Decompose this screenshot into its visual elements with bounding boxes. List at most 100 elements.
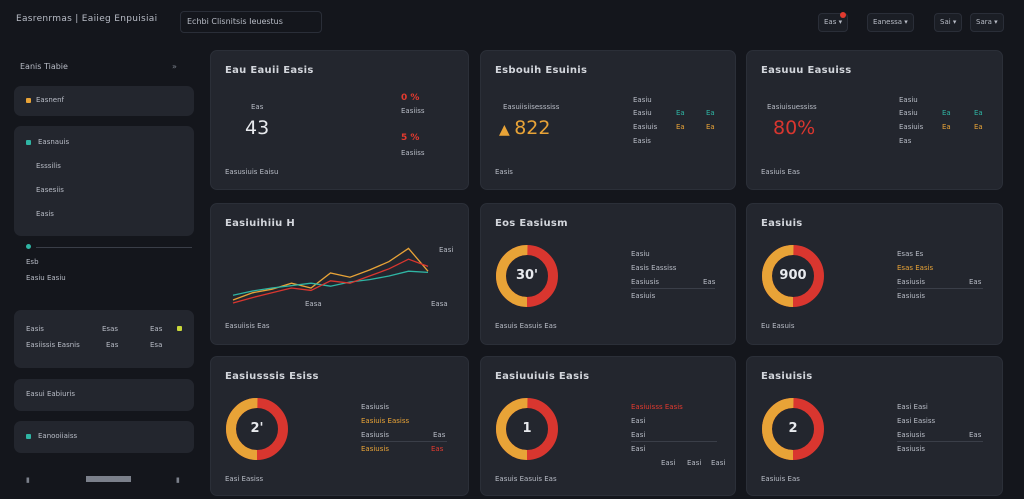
row-3-val2: Ea bbox=[706, 123, 715, 131]
legend-3: Easiusis bbox=[361, 431, 389, 439]
card-donut-1: Eos Easiusm 30' Easiu Easis Eassiss Easi… bbox=[480, 203, 736, 345]
notifications-button[interactable]: Eas ▾ bbox=[818, 13, 849, 32]
tag-2: Easi bbox=[687, 459, 702, 467]
workspace-button[interactable]: Eanessa ▾ bbox=[867, 13, 914, 32]
notification-badge bbox=[840, 12, 846, 18]
donut-value: 2' bbox=[250, 421, 264, 436]
legend-3-val: Eas bbox=[969, 431, 982, 439]
top-bar: Easrenrmas | Eaiieg Enpuisiai Echbi Clis… bbox=[0, 0, 1024, 44]
card-footer[interactable]: Easusiuis Eaisu bbox=[225, 168, 279, 176]
legend-1: Easiusis bbox=[361, 403, 389, 411]
tag-3: Easi bbox=[711, 459, 726, 467]
donut-chart[interactable] bbox=[495, 397, 559, 461]
row-2: Easiu bbox=[899, 109, 918, 117]
row1-col3: Eas bbox=[150, 325, 163, 333]
row-1: Easiu bbox=[633, 96, 652, 104]
sidebar-item-2[interactable]: Esssilis bbox=[36, 162, 61, 170]
legend-2: Easi Easiss bbox=[897, 417, 936, 425]
card-title: Easuuu Easuiss bbox=[761, 65, 852, 76]
footer-mark: Eanaunsmsnnaias bbox=[86, 476, 132, 482]
legend-2: Easi bbox=[631, 417, 646, 425]
card-footer[interactable]: Easi Easiss bbox=[225, 475, 264, 483]
legend-4: Easiusis bbox=[897, 445, 925, 453]
metric-value: ▲ 822 bbox=[499, 117, 551, 139]
divider bbox=[897, 441, 983, 442]
legend-3-val: Eas bbox=[969, 278, 982, 286]
search-box[interactable]: Echbi Clisnitsis Ieuestus bbox=[180, 11, 322, 33]
card-stats: Esbouih Esuinis Easuiisiisesssiss ▲ 822 … bbox=[480, 50, 736, 190]
footer-toggle-icon[interactable]: ▮ bbox=[176, 476, 180, 484]
grid-icon bbox=[26, 140, 31, 145]
metric-label: Eas bbox=[251, 103, 264, 111]
card-title: Eos Easiusm bbox=[495, 218, 568, 229]
row2-col1: Easiissis Easnis bbox=[26, 341, 80, 349]
donut-chart[interactable] bbox=[225, 397, 289, 461]
card-title: Easiuihiiu H bbox=[225, 218, 296, 229]
sidebar-item-1[interactable]: Easnauis bbox=[38, 138, 70, 146]
row-3: Easiuis bbox=[899, 123, 924, 131]
legend-4: Easiuis bbox=[631, 292, 656, 300]
sidebar-nav-group: Easnauis Esssilis Easesiis Easis bbox=[14, 126, 194, 236]
footer-icon: ▮ bbox=[26, 476, 30, 484]
donut-value: 2 bbox=[788, 421, 798, 436]
row-2-val: Ea bbox=[942, 109, 951, 117]
donut-chart[interactable] bbox=[495, 244, 559, 308]
series-line-red bbox=[232, 258, 429, 304]
series-line-orange bbox=[232, 247, 429, 301]
row2-col2: Eas bbox=[106, 341, 119, 349]
sidebar-item-4[interactable]: Easis bbox=[36, 210, 54, 218]
card-donut-5: Easiuisis 2 Easi Easi Easi Easiss Easius… bbox=[746, 356, 1003, 496]
row-3-val: Ea bbox=[942, 123, 951, 131]
card-title: Eau Eauii Easis bbox=[225, 65, 314, 76]
legend-3: Easiusis bbox=[897, 431, 925, 439]
donut-chart[interactable] bbox=[761, 397, 825, 461]
divider bbox=[631, 441, 717, 442]
line-chart[interactable] bbox=[231, 240, 456, 310]
card-footer[interactable]: Easuis Easuis Eas bbox=[495, 322, 557, 330]
card-footer[interactable]: Easuiisis Eas bbox=[225, 322, 270, 330]
sidebar-panel-a[interactable]: Easui Eabiuris bbox=[14, 379, 194, 411]
card-line-chart: Easiuihiiu H Easa Easa Easi Easuiisis Ea… bbox=[210, 203, 469, 345]
card-title: Easiuisis bbox=[761, 371, 813, 382]
sidebar-item-active[interactable]: Easnenf bbox=[14, 86, 194, 116]
status-square-icon bbox=[177, 326, 182, 331]
card-footer[interactable]: Easis bbox=[495, 168, 513, 176]
donut-chart[interactable] bbox=[761, 244, 825, 308]
row1-col1: Easis bbox=[26, 325, 44, 333]
donut-value: 30' bbox=[515, 268, 539, 283]
card-donut-4: Easiuuiuis Easis 1 Easiuisss Easis Easi … bbox=[480, 356, 736, 496]
row2-col3: Esa bbox=[150, 341, 163, 349]
card-footer[interactable]: Easiuis Eas bbox=[761, 475, 800, 483]
delta-1: 0 % bbox=[401, 93, 420, 103]
card-health: Easuuu Easuiss Easiuisuessiss 80% Easiu … bbox=[746, 50, 1003, 190]
settings-button[interactable]: Sai ▾ bbox=[934, 13, 963, 32]
panel-b-label: Eanooiiaiss bbox=[38, 432, 78, 440]
legend-4: Easiusis bbox=[897, 292, 925, 300]
collapse-icon[interactable]: » bbox=[172, 62, 177, 71]
card-donut-2: Easiuis 900 Esas Es Esas Easis Easiusis … bbox=[746, 203, 1003, 345]
metric-value: 80% bbox=[773, 117, 816, 139]
donut-value: 1 bbox=[522, 421, 532, 436]
sidebar-item-3[interactable]: Easesiis bbox=[36, 186, 64, 194]
donut-value: 900 bbox=[779, 268, 807, 283]
legend-3-val: Eas bbox=[433, 431, 446, 439]
card-footer[interactable]: Eu Easuis bbox=[761, 322, 795, 330]
sidebar-item-label: Easnenf bbox=[36, 96, 65, 104]
row1-col2: Esas bbox=[102, 325, 119, 333]
metric-label: Easuiisiisesssiss bbox=[503, 103, 560, 111]
sidebar-title: Eanis Tiabie bbox=[20, 62, 68, 71]
row-4: Eas bbox=[899, 137, 912, 145]
sidebar-stat: Esb Easiu Easiu bbox=[14, 242, 194, 298]
card-footer[interactable]: Easuis Easuis Eas bbox=[495, 475, 557, 483]
legend-4: Easi bbox=[631, 445, 646, 453]
card-footer[interactable]: Easiuis Eas bbox=[761, 168, 800, 176]
divider bbox=[36, 247, 192, 248]
app-title: Easrenrmas | Eaiieg Enpuisiai bbox=[16, 14, 158, 24]
sidebar: Eanis Tiabie » Easnenf Easnauis Esssilis… bbox=[0, 44, 210, 499]
legend-3: Easiusis bbox=[897, 278, 925, 286]
divider bbox=[631, 288, 715, 289]
metric-label: Easiuisuessiss bbox=[767, 103, 817, 111]
profile-button[interactable]: Sara ▾ bbox=[970, 13, 1004, 32]
sidebar-panel-b[interactable]: Eanooiiaiss bbox=[14, 421, 194, 453]
row-3-val2: Ea bbox=[974, 123, 983, 131]
